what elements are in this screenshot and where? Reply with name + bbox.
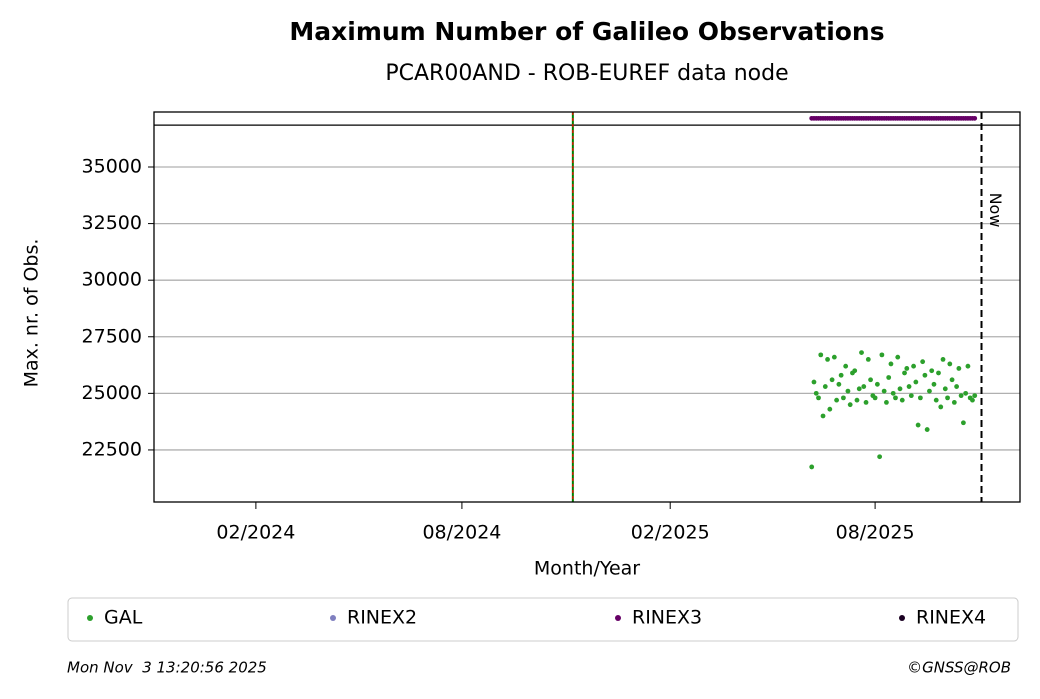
data-point: [933, 397, 939, 403]
data-point: [861, 384, 867, 389]
data-point: [831, 354, 837, 360]
plot-frame: [153, 111, 1021, 503]
data-point: [834, 397, 840, 403]
data-point: [949, 377, 955, 383]
data-point: [929, 368, 935, 374]
data-point: [972, 393, 978, 399]
data-point: [863, 400, 869, 405]
data-point: [940, 356, 946, 362]
legend-box: [67, 597, 1019, 642]
y-tick-label: 22500: [82, 438, 142, 460]
chart-title: Maximum Number of Galileo Observations: [289, 17, 884, 46]
chart-subtitle: PCAR00AND - ROB-EUREF data node: [385, 61, 788, 86]
data-point: [915, 422, 921, 428]
data-point: [956, 366, 962, 371]
data-point: [899, 397, 905, 403]
data-point: [895, 354, 901, 360]
data-point: [818, 352, 824, 358]
data-point: [836, 381, 842, 387]
y-tick-label: 35000: [82, 156, 142, 178]
x-axis-label: Month/Year: [534, 558, 640, 580]
data-point: [917, 395, 923, 401]
data-point: [841, 395, 846, 401]
data-point: [856, 386, 862, 392]
data-point: [960, 420, 966, 426]
data-point: [902, 370, 907, 376]
legend-marker: [87, 615, 93, 621]
data-point: [881, 388, 887, 394]
data-point: [911, 363, 916, 369]
data-point: [897, 386, 903, 392]
data-point: [936, 370, 941, 376]
data-point: [865, 356, 871, 362]
y-axis-label: Max. nr. of Obs.: [21, 239, 43, 388]
data-point: [951, 400, 957, 405]
data-point: [868, 377, 873, 383]
data-point: [888, 361, 894, 367]
data-point: [972, 115, 978, 121]
data-point: [922, 372, 928, 378]
footer-date: Mon Nov 3 13:20:56 2025: [67, 659, 267, 677]
data-point: [872, 395, 878, 401]
data-point: [843, 363, 849, 369]
legend-marker: [615, 615, 621, 621]
data-point: [924, 427, 930, 432]
y-tick-label: 32500: [82, 212, 142, 234]
legend-marker: [899, 615, 905, 621]
data-point: [927, 388, 932, 394]
data-point: [838, 372, 844, 378]
legend-label: RINEX4: [916, 607, 986, 629]
data-point: [845, 388, 851, 394]
y-tick-label: 25000: [82, 382, 142, 404]
data-point: [829, 377, 835, 383]
data-point: [809, 464, 815, 470]
data-point: [904, 366, 910, 371]
data-point: [970, 397, 975, 403]
data-point: [816, 395, 821, 401]
data-point: [884, 400, 889, 405]
data-point: [852, 368, 858, 374]
data-point: [827, 406, 833, 412]
data-point: [813, 390, 819, 396]
data-point: [893, 395, 898, 401]
data-point: [906, 384, 912, 389]
data-point: [811, 379, 817, 385]
data-point: [965, 363, 971, 369]
data-point: [874, 381, 880, 387]
legend-label: RINEX3: [632, 607, 702, 629]
x-tick-label: 08/2024: [422, 522, 501, 544]
data-point: [879, 352, 885, 358]
data-point: [958, 393, 964, 399]
data-point: [931, 381, 937, 387]
x-tick-label: 02/2025: [631, 522, 710, 544]
data-point: [908, 393, 914, 399]
data-point: [847, 402, 853, 408]
data-point: [825, 356, 830, 362]
data-point: [890, 390, 896, 396]
legend-marker: [330, 615, 336, 621]
y-tick-label: 30000: [82, 269, 142, 291]
data-point: [822, 384, 828, 389]
data-point: [938, 404, 944, 410]
x-tick-label: 08/2025: [836, 522, 915, 544]
legend-label: RINEX2: [347, 607, 417, 629]
data-point: [945, 395, 950, 401]
legend-label: GAL: [104, 607, 143, 629]
y-tick-label: 27500: [82, 325, 142, 347]
data-point: [947, 361, 953, 367]
data-point: [913, 379, 919, 385]
data-point: [954, 384, 960, 389]
data-point: [877, 454, 883, 460]
data-point: [859, 350, 864, 356]
footer-credit: ©GNSS@ROB: [907, 659, 1011, 677]
data-point: [963, 390, 969, 396]
data-point: [942, 386, 948, 392]
now-label: Now: [986, 193, 1005, 228]
data-point: [920, 359, 926, 365]
data-point: [820, 413, 826, 419]
x-tick-label: 02/2024: [216, 522, 295, 544]
data-point: [886, 375, 892, 380]
data-point: [854, 397, 860, 403]
